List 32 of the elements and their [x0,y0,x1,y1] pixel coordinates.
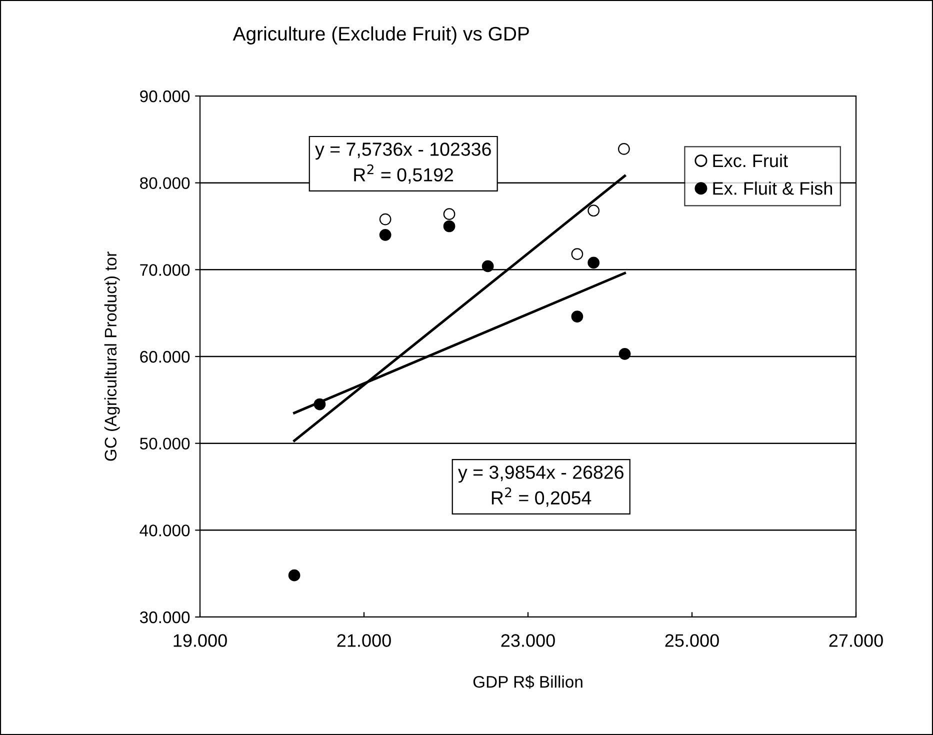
point [482,260,494,272]
y-tick-label: 50.000 [140,438,190,450]
point [288,569,300,582]
y-tick-label: 80.000 [140,177,190,190]
y-tick-label: 70.000 [140,264,190,276]
x-tick-label: 25.000 [665,634,719,647]
point [314,398,326,410]
legend-label: Ex. Fluit & Fish [713,182,832,195]
point [588,256,600,269]
x-tick-label: 19.000 [174,634,227,647]
y-tick-label: 30.000 [140,611,190,624]
point [571,248,584,260]
point [618,348,631,360]
legend-label: Exc. Fruit [713,154,788,168]
point [379,213,392,226]
y-tick-label: 60.000 [140,350,190,363]
x-axis-title: GDP R$ Billion [473,675,582,689]
x-tick-label: 21.000 [337,634,391,647]
y-tick-label: 90.000 [140,90,190,102]
chart-title: Agriculture (Exclude Fruit) vs GDP [232,26,529,44]
point [443,220,456,232]
point [379,229,392,241]
y-tick-label: 40.000 [140,524,190,536]
annotation: y = 3,9854x - 26826 R$^{2}$ = 0,2054 [458,466,624,507]
point [588,204,600,217]
point [618,143,630,155]
annotation: y = 7,5736x - 102336 R$^{2}$ = 0,5192 [315,142,491,184]
point [443,208,456,220]
point [571,310,584,322]
x-tick-label: 27.000 [829,634,883,647]
x-tick-label: 23.000 [501,634,555,647]
y-axis-title: GC (Agricultural Product) tor [104,252,120,461]
